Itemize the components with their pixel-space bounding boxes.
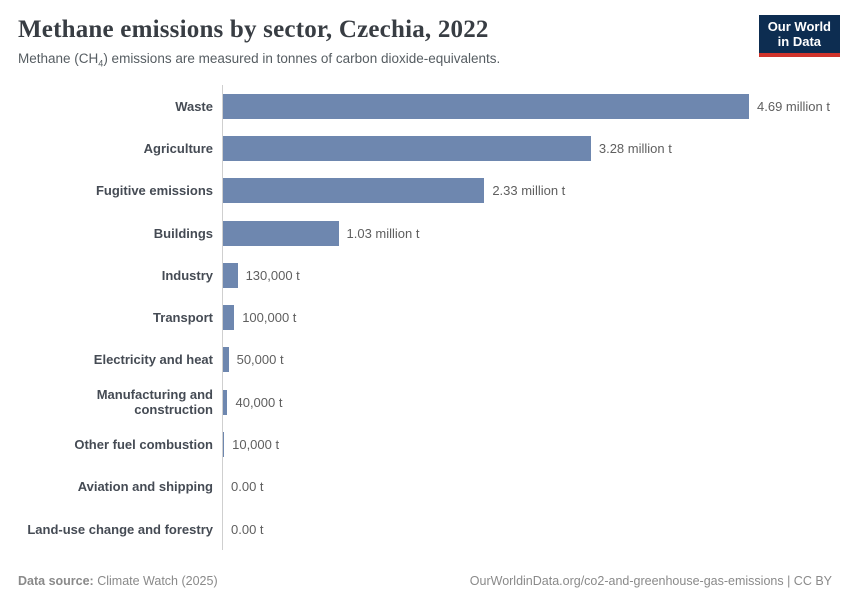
data-source: Data source: Climate Watch (2025) [18, 574, 218, 588]
chart-footer: Data source: Climate Watch (2025) OurWor… [18, 574, 832, 588]
data-source-value: Climate Watch (2025) [93, 574, 218, 588]
owid-logo-line1: Our World [767, 19, 831, 34]
data-source-label: Data source: [18, 574, 94, 588]
value-label: 1.03 million t [346, 225, 420, 241]
bar[interactable] [223, 347, 229, 373]
category-label: Electricity and heat [93, 352, 213, 368]
bar-area: 100,000 t [222, 296, 850, 339]
bar[interactable] [223, 220, 339, 246]
bar[interactable] [223, 178, 485, 204]
value-label: 2.33 million t [492, 183, 566, 199]
value-label: 40,000 t [235, 394, 283, 410]
bar-area: 3.28 million t [222, 127, 850, 170]
chart-row: Aviation and shipping 0.00 t [18, 465, 850, 508]
bar[interactable] [223, 135, 591, 161]
bar-area: 0.00 t [222, 507, 850, 551]
attribution-link[interactable]: OurWorldinData.org/co2-and-greenhouse-ga… [469, 574, 832, 588]
category-label: Buildings [153, 225, 213, 241]
bar[interactable] [223, 93, 749, 119]
value-label: 0.00 t [231, 521, 264, 537]
category-label: Transport [153, 310, 213, 326]
chart-row: Electricity and heat 50,000 t [18, 338, 850, 382]
subscript: 4 [98, 58, 104, 69]
value-label: 100,000 t [242, 310, 297, 326]
chart-row: Other fuel combustion 10,000 t [18, 423, 850, 466]
value-label: 3.28 million t [598, 140, 672, 156]
bar-area: 0.00 t [222, 465, 850, 508]
category-label: Land-use change and forestry [27, 521, 213, 537]
category-label: Manufacturing and construction [96, 387, 213, 418]
bar[interactable] [223, 389, 228, 415]
chart-subtitle: Methane (CH4) emissions are measured in … [18, 51, 501, 69]
chart-header: Methane emissions by sector, Czechia, 20… [0, 0, 850, 69]
bar-area: 40,000 t [222, 381, 850, 424]
owid-logo: Our World in Data [758, 15, 840, 57]
owid-logo-line2: in Data [777, 34, 822, 50]
bar-area: 130,000 t [222, 254, 850, 297]
value-label: 10,000 t [232, 437, 280, 453]
chart-row: Buildings 1.03 million t [18, 211, 850, 255]
value-label: 130,000 t [245, 267, 300, 283]
category-label: Agriculture [143, 140, 213, 156]
chart-row: Industry 130,000 t [18, 254, 850, 297]
category-label: Fugitive emissions [95, 183, 213, 199]
bar-area: 10,000 t [222, 423, 850, 466]
category-label: Aviation and shipping [77, 479, 213, 495]
value-label: 0.00 t [231, 479, 264, 495]
value-label: 4.69 million t [757, 98, 830, 114]
bar-chart: Waste 4.69 million t Agriculture 3.28 milli… [18, 85, 850, 551]
chart-rows: Waste 4.69 million t Agriculture 3.28 milli… [18, 85, 850, 551]
chart-row: Fugitive emissions 2.33 million t [18, 169, 850, 212]
chart-row: Transport 100,000 t [18, 296, 850, 339]
bar[interactable] [223, 262, 238, 288]
category-label: Waste [175, 98, 213, 114]
chart-row: Agriculture 3.28 million t [18, 127, 850, 170]
page-title: Methane emissions by sector, Czechia, 20… [18, 16, 489, 43]
category-label: Industry [161, 267, 213, 283]
bar[interactable] [223, 305, 235, 331]
bar-area: 4.69 million t [222, 85, 850, 128]
value-label: 50,000 t [236, 352, 284, 368]
chart-row: Waste 4.69 million t [18, 85, 850, 128]
bar-area: 50,000 t [222, 338, 850, 382]
bar[interactable] [223, 432, 225, 458]
bar-area: 2.33 million t [222, 169, 850, 212]
chart-row: Manufacturing and construction 40,000 t [18, 381, 850, 424]
chart-row: Land-use change and forestry 0.00 t [18, 507, 850, 551]
bar-area: 1.03 million t [222, 211, 850, 255]
category-label: Other fuel combustion [74, 437, 213, 453]
